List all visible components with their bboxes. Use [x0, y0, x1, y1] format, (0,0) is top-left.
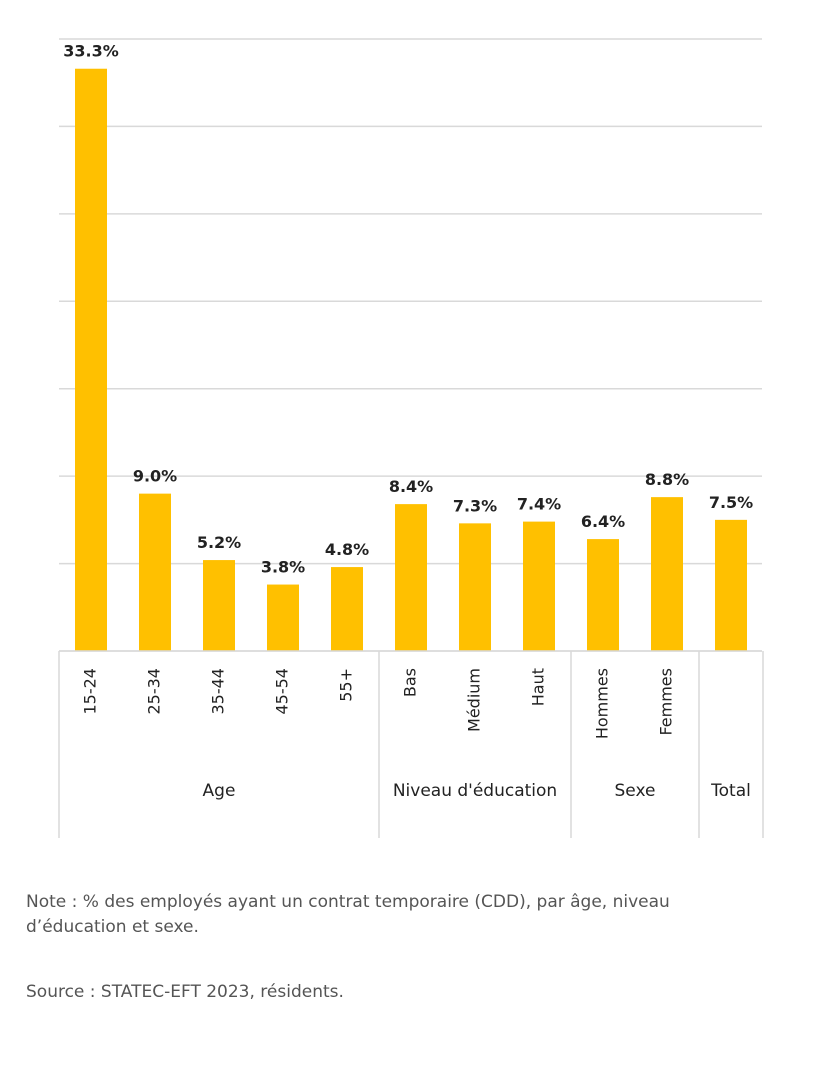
x-tick-label: Médium — [465, 668, 484, 732]
bar — [715, 519, 747, 651]
value-label: 7.3% — [453, 496, 497, 515]
value-label: 3.8% — [261, 558, 305, 577]
bar — [139, 493, 171, 651]
bar — [395, 504, 427, 651]
value-label: 8.8% — [645, 470, 689, 489]
bar — [267, 584, 299, 651]
bar — [203, 560, 235, 651]
x-tick-label: Femmes — [657, 668, 676, 736]
bar — [651, 497, 683, 651]
bar — [75, 68, 107, 652]
value-label: 4.8% — [325, 540, 369, 559]
x-tick-label: 45-54 — [273, 668, 292, 715]
group-label: Total — [711, 781, 751, 801]
group-label: Sexe — [614, 781, 656, 801]
value-label: 5.2% — [197, 533, 241, 552]
x-tick-label: Haut — [529, 668, 548, 706]
group-label: Age — [202, 781, 236, 801]
group-label: Niveau d'éducation — [392, 781, 558, 801]
value-label: 7.4% — [517, 495, 561, 514]
x-tick-label: 55+ — [337, 668, 356, 702]
bar — [587, 539, 619, 651]
x-tick-label: Hommes — [593, 668, 612, 739]
bar — [331, 567, 363, 651]
value-label: 7.5% — [709, 493, 753, 512]
value-label: 33.3% — [63, 42, 119, 61]
value-label: 8.4% — [389, 477, 433, 496]
x-tick-label: 25-34 — [145, 668, 164, 715]
x-tick-label: 15-24 — [81, 668, 100, 715]
x-tick-label: 35-44 — [209, 668, 228, 715]
x-tick-label: Bas — [401, 668, 420, 697]
note: Note : % des employés ayant un contrat t… — [26, 892, 670, 937]
bar — [459, 523, 491, 651]
source: Source : STATEC-EFT 2023, résidents. — [26, 982, 344, 1002]
value-label: 9.0% — [133, 467, 177, 486]
value-label: 6.4% — [581, 512, 625, 531]
bar — [523, 521, 555, 651]
